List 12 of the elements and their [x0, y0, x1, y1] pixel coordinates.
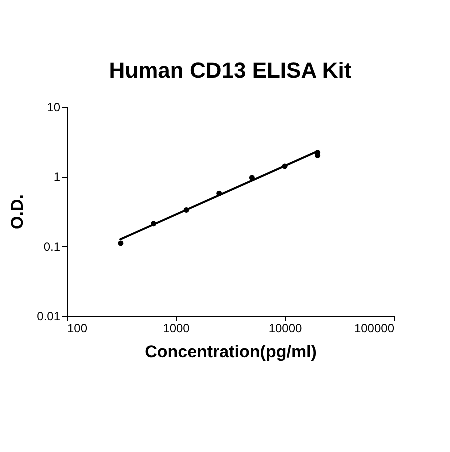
- x-axis-title: Concentration(pg/ml): [145, 342, 317, 362]
- y-tick-label: 0.1: [44, 240, 61, 254]
- x-tick-label: 10000: [268, 322, 303, 336]
- y-tick-label: 0.01: [37, 310, 61, 324]
- y-tick-label: 10: [47, 100, 61, 114]
- y-axis-title: O.D.: [8, 194, 28, 230]
- chart-title: Human CD13 ELISA Kit: [109, 58, 352, 83]
- x-tick-label: 100: [68, 322, 88, 336]
- x-tick-label: 1000: [163, 322, 190, 336]
- y-tick-label: 1: [54, 170, 61, 184]
- point: [118, 240, 124, 246]
- x-tick-label: 100000: [354, 322, 395, 336]
